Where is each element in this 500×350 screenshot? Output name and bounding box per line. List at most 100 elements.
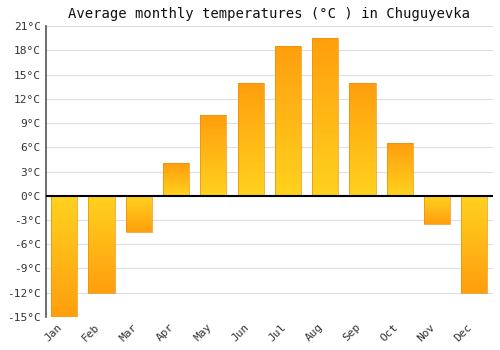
Bar (88, 288, 115, 289)
Bar (462, 264, 487, 265)
Bar (275, 176, 301, 178)
Bar (275, 84, 301, 85)
Bar (275, 147, 301, 148)
Bar (387, 168, 413, 169)
Bar (126, 211, 152, 212)
Bar (350, 91, 376, 92)
Bar (312, 51, 338, 52)
Bar (51, 231, 78, 232)
Bar (126, 198, 152, 199)
Bar (200, 121, 226, 122)
Bar (200, 169, 226, 170)
Bar (387, 144, 413, 145)
Bar (200, 157, 226, 158)
Bar (200, 125, 226, 126)
Bar (462, 224, 487, 225)
Bar (350, 193, 376, 194)
Bar (126, 210, 152, 211)
Bar (387, 188, 413, 189)
Bar (424, 196, 450, 224)
Bar (200, 120, 226, 121)
Bar (462, 277, 487, 278)
Bar (312, 139, 338, 141)
Bar (275, 185, 301, 187)
Bar (238, 165, 264, 166)
Bar (238, 188, 264, 189)
Bar (350, 155, 376, 156)
Bar (163, 163, 189, 196)
Bar (238, 131, 264, 133)
Bar (88, 248, 115, 249)
Bar (387, 180, 413, 181)
Bar (387, 153, 413, 154)
Bar (312, 189, 338, 191)
Bar (88, 212, 115, 213)
Bar (350, 162, 376, 163)
Bar (312, 155, 338, 156)
Bar (275, 49, 301, 51)
Bar (200, 154, 226, 155)
Bar (238, 83, 264, 196)
Bar (126, 219, 152, 220)
Bar (238, 109, 264, 110)
Bar (312, 93, 338, 95)
Bar (238, 126, 264, 127)
Bar (275, 117, 301, 118)
Bar (51, 254, 78, 255)
Bar (275, 142, 301, 144)
Bar (51, 280, 78, 282)
Bar (462, 203, 487, 204)
Bar (200, 158, 226, 159)
Bar (88, 216, 115, 217)
Bar (462, 241, 487, 242)
Bar (275, 100, 301, 102)
Bar (88, 218, 115, 219)
Bar (275, 61, 301, 63)
Bar (462, 256, 487, 257)
Bar (126, 208, 152, 209)
Bar (88, 260, 115, 261)
Bar (51, 278, 78, 279)
Bar (275, 85, 301, 87)
Bar (387, 154, 413, 155)
Bar (238, 149, 264, 150)
Bar (88, 233, 115, 235)
Bar (200, 194, 226, 195)
Bar (88, 273, 115, 274)
Bar (462, 246, 487, 247)
Bar (200, 133, 226, 134)
Bar (312, 114, 338, 116)
Bar (238, 152, 264, 153)
Bar (350, 164, 376, 165)
Bar (238, 83, 264, 84)
Bar (350, 182, 376, 183)
Bar (462, 199, 487, 201)
Bar (88, 250, 115, 251)
Bar (88, 199, 115, 201)
Bar (312, 180, 338, 182)
Bar (387, 143, 413, 144)
Bar (51, 277, 78, 278)
Bar (312, 105, 338, 106)
Bar (51, 201, 78, 202)
Bar (51, 234, 78, 236)
Bar (312, 43, 338, 45)
Bar (238, 108, 264, 109)
Bar (275, 167, 301, 169)
Bar (312, 52, 338, 54)
Bar (462, 223, 487, 224)
Bar (126, 228, 152, 229)
Bar (350, 137, 376, 138)
Bar (462, 259, 487, 260)
Bar (238, 156, 264, 158)
Bar (238, 158, 264, 159)
Bar (312, 68, 338, 70)
Bar (88, 205, 115, 206)
Bar (200, 159, 226, 160)
Bar (51, 216, 78, 218)
Bar (200, 117, 226, 118)
Bar (350, 170, 376, 171)
Bar (51, 224, 78, 225)
Bar (51, 283, 78, 284)
Bar (126, 225, 152, 226)
